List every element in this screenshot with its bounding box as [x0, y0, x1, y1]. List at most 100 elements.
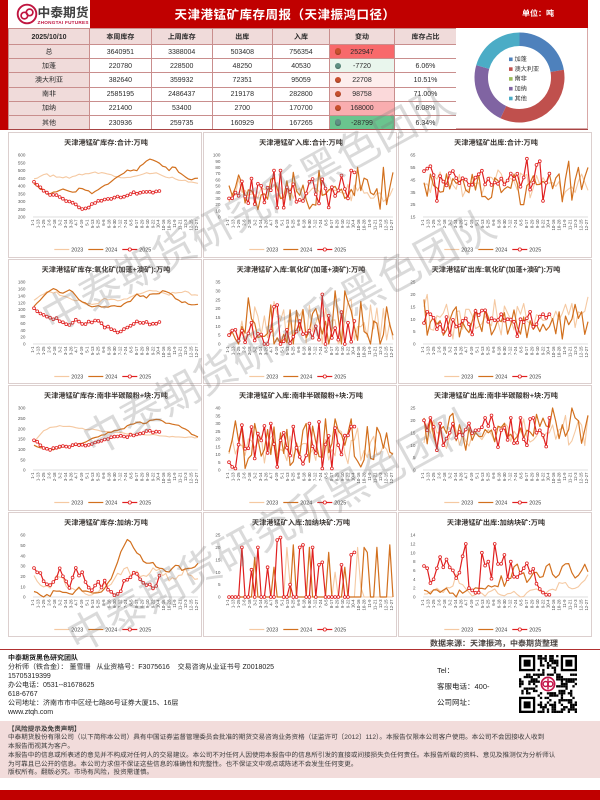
svg-text:1-13: 1-13 [230, 598, 236, 607]
svg-text:12-27: 12-27 [194, 598, 200, 610]
svg-text:80: 80 [20, 313, 26, 319]
svg-text:6-18: 6-18 [301, 472, 307, 481]
svg-text:8-29: 8-29 [139, 345, 145, 354]
svg-text:6-18: 6-18 [106, 598, 112, 607]
svg-text:10-4: 10-4 [351, 598, 357, 607]
svg-text:6-6: 6-6 [296, 345, 302, 352]
svg-text:3-14: 3-14 [63, 472, 69, 481]
svg-text:1-1: 1-1 [30, 345, 36, 352]
svg-text:8-5: 8-5 [323, 598, 329, 605]
svg-text:2024: 2024 [495, 625, 507, 633]
svg-text:1-25: 1-25 [431, 472, 437, 481]
svg-text:ZHONGTAI FUTURES: ZHONGTAI FUTURES [38, 20, 89, 25]
svg-text:2024: 2024 [300, 372, 312, 380]
svg-text:1-25: 1-25 [41, 345, 47, 354]
svg-text:5-1: 5-1 [85, 598, 91, 605]
svg-text:4-19: 4-19 [274, 345, 280, 354]
svg-text:3-2: 3-2 [57, 219, 63, 226]
svg-text:6-30: 6-30 [307, 472, 313, 481]
svg-text:7-24: 7-24 [123, 345, 129, 354]
svg-text:25: 25 [215, 532, 221, 538]
svg-text:1-13: 1-13 [425, 219, 431, 228]
svg-text:9-22: 9-22 [345, 345, 351, 354]
svg-text:5-25: 5-25 [486, 219, 492, 228]
svg-text:3-2: 3-2 [447, 219, 453, 226]
svg-text:1-1: 1-1 [225, 472, 231, 479]
svg-text:30: 30 [215, 196, 221, 202]
svg-text:12-27: 12-27 [194, 219, 200, 231]
svg-text:3-2: 3-2 [57, 345, 63, 352]
svg-text:10-28: 10-28 [167, 598, 173, 610]
svg-text:5-1: 5-1 [85, 345, 91, 352]
svg-text:2023: 2023 [71, 625, 83, 633]
svg-text:5-13: 5-13 [285, 345, 291, 354]
svg-text:5: 5 [218, 332, 221, 338]
svg-text:80: 80 [215, 165, 221, 171]
svg-text:60: 60 [20, 532, 26, 538]
svg-text:4-7: 4-7 [74, 598, 80, 605]
svg-text:3-26: 3-26 [263, 219, 269, 228]
svg-text:5-25: 5-25 [291, 472, 297, 481]
svg-text:9-10: 9-10 [340, 472, 346, 481]
svg-text:4-19: 4-19 [79, 219, 85, 228]
svg-text:300: 300 [18, 406, 26, 412]
svg-text:12-15: 12-15 [188, 345, 194, 357]
svg-text:2024: 2024 [105, 498, 117, 506]
svg-text:20: 20 [410, 291, 416, 297]
svg-text:1-1: 1-1 [420, 598, 426, 605]
svg-text:6-30: 6-30 [307, 345, 313, 354]
svg-text:7-24: 7-24 [318, 345, 324, 354]
svg-text:14: 14 [410, 532, 416, 538]
svg-text:2023: 2023 [71, 372, 83, 380]
svg-text:1-13: 1-13 [35, 598, 41, 607]
svg-text:6-6: 6-6 [491, 345, 497, 352]
svg-text:30: 30 [20, 563, 26, 569]
svg-text:1-25: 1-25 [41, 219, 47, 228]
svg-text:7-12: 7-12 [312, 345, 318, 354]
svg-text:9-22: 9-22 [150, 472, 156, 481]
svg-text:2-18: 2-18 [52, 345, 58, 354]
svg-text:8-5: 8-5 [323, 219, 329, 226]
svg-text:3-14: 3-14 [453, 472, 459, 481]
svg-text:8-5: 8-5 [518, 219, 524, 226]
svg-text:11-21: 11-21 [373, 345, 379, 356]
svg-text:300: 300 [18, 199, 26, 205]
svg-text:10-28: 10-28 [362, 219, 368, 231]
svg-text:12-15: 12-15 [383, 472, 389, 484]
svg-text:7-24: 7-24 [318, 219, 324, 228]
svg-text:20: 20 [215, 544, 221, 550]
svg-text:2-6: 2-6 [241, 219, 247, 226]
svg-text:5-25: 5-25 [486, 345, 492, 354]
svg-text:11-9: 11-9 [562, 345, 568, 354]
svg-text:25: 25 [410, 406, 416, 412]
svg-text:2023: 2023 [71, 245, 83, 253]
svg-text:10-16: 10-16 [356, 219, 362, 231]
svg-text:10-28: 10-28 [362, 345, 368, 357]
svg-text:5-25: 5-25 [96, 345, 102, 354]
svg-text:8-5: 8-5 [518, 345, 524, 352]
svg-text:5-1: 5-1 [280, 219, 286, 226]
svg-text:8-29: 8-29 [334, 598, 340, 607]
svg-text:2-18: 2-18 [442, 472, 448, 481]
svg-text:3-2: 3-2 [252, 598, 258, 605]
svg-text:天津港锰矿入库:氧化矿(加蓬+澳矿):万吨: 天津港锰矿入库:氧化矿(加蓬+澳矿):万吨 [237, 265, 366, 275]
svg-text:5: 5 [218, 582, 221, 588]
svg-text:3-14: 3-14 [258, 345, 264, 354]
svg-text:3-26: 3-26 [263, 345, 269, 354]
svg-text:9-22: 9-22 [150, 219, 156, 228]
svg-text:10-4: 10-4 [351, 472, 357, 481]
svg-text:5-13: 5-13 [480, 345, 486, 354]
svg-text:4-7: 4-7 [269, 472, 275, 479]
svg-text:5: 5 [218, 460, 221, 466]
svg-text:6-18: 6-18 [106, 219, 112, 228]
svg-text:2-18: 2-18 [247, 598, 253, 607]
svg-text:11-9: 11-9 [367, 345, 373, 354]
svg-text:3-14: 3-14 [63, 219, 69, 228]
svg-text:11-21: 11-21 [568, 472, 574, 483]
svg-text:5-25: 5-25 [291, 598, 297, 607]
svg-text:12-15: 12-15 [578, 345, 584, 357]
svg-text:100: 100 [18, 447, 26, 453]
svg-text:0: 0 [413, 594, 416, 600]
svg-text:25: 25 [215, 297, 221, 303]
svg-text:10-16: 10-16 [551, 345, 557, 357]
